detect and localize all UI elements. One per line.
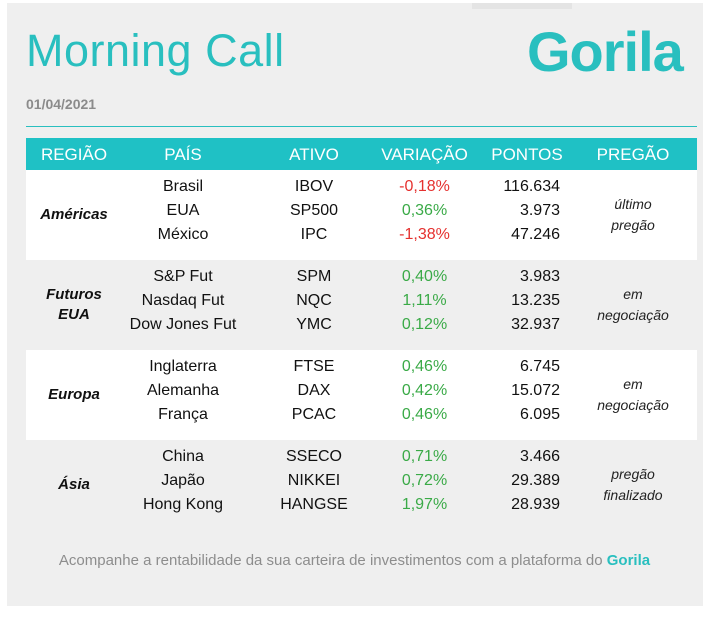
variation-cell: -0,18% (399, 178, 450, 195)
table-header: REGIÃO PAÍS ATIVO VARIAÇÃO PONTOS PREGÃO (26, 138, 697, 170)
col-header-points: PONTOS (491, 145, 563, 164)
table-row: Inglaterra FTSE 0,46% 6.745 (26, 358, 697, 382)
country-cell: Alemanha (146, 382, 220, 399)
report-date: 01/04/2021 (26, 96, 97, 112)
table-row: Nasdaq Fut NQC 1,11% 13.235 (26, 292, 697, 316)
gorila-logo: Gorila (527, 20, 684, 83)
region-group: Futuros EUA S&P Fut SPM 0,40% 3.983 Nasdaq Fu… (26, 260, 697, 350)
morning-call-card: Morning Call Gorila 01/04/2021 REGIÃO PA… (7, 3, 703, 606)
region-cell: Europa (26, 350, 122, 440)
country-cell: França (158, 406, 208, 423)
variation-cell: 0,46% (401, 358, 448, 375)
region-cell: Ásia (26, 440, 122, 530)
asset-cell: NQC (296, 292, 332, 309)
col-header-asset: ATIVO (289, 145, 339, 164)
session-status-label: em negociação (597, 286, 669, 323)
asset-cell: SSECO (285, 448, 342, 465)
table-row: México IPC -1,38% 47.246 (26, 226, 697, 250)
region-group: Ásia China SSECO 0,71% 3.466 Japão NIKKEI 0,72%… (26, 440, 697, 530)
country-cell: S&P Fut (153, 268, 213, 285)
market-table: REGIÃO PAÍS ATIVO VARIAÇÃO PONTOS PREGÃO… (26, 138, 697, 530)
asset-cell: FTSE (293, 358, 335, 375)
region-cell: Américas (26, 170, 122, 260)
col-header-variation: VARIAÇÃO (381, 145, 468, 164)
region-label: Américas (40, 206, 108, 223)
footer: Acompanhe a rentabilidade da sua carteir… (0, 552, 709, 569)
col-header-session: PREGÃO (596, 145, 670, 164)
region-cell: Futuros EUA (26, 260, 122, 350)
asset-cell: NIKKEI (287, 472, 341, 489)
table-row: Japão NIKKEI 0,72% 29.389 (26, 472, 697, 496)
region-label: Futuros EUA (46, 286, 102, 323)
country-cell: Inglaterra (149, 358, 217, 375)
table-body: Américas Brasil IBOV -0,18% 116.634 EUA SP500 0… (26, 170, 697, 530)
variation-cell: 0,40% (401, 268, 448, 285)
points-cell: 13.235 (511, 292, 560, 309)
variation-cell: -1,38% (399, 226, 450, 243)
top-tab-decoration (472, 3, 572, 9)
country-cell: Hong Kong (142, 496, 224, 513)
session-status-cell: último pregão (572, 170, 694, 260)
country-cell: Dow Jones Fut (129, 316, 237, 333)
table-row: Brasil IBOV -0,18% 116.634 (26, 178, 697, 202)
session-status-label: em negociação (597, 376, 669, 413)
session-status-cell: em negociação (572, 350, 694, 440)
country-cell: EUA (166, 202, 200, 219)
points-cell: 32.937 (511, 316, 560, 333)
asset-cell: DAX (297, 382, 331, 399)
points-cell: 3.973 (519, 202, 560, 219)
points-cell: 116.634 (503, 178, 560, 195)
country-cell: Nasdaq Fut (141, 292, 225, 309)
session-status-cell: pregão finalizado (572, 440, 694, 530)
table-row: Hong Kong HANGSE 1,97% 28.939 (26, 496, 697, 520)
asset-cell: YMC (296, 316, 332, 333)
country-cell: Brasil (162, 178, 203, 195)
variation-cell: 1,11% (402, 292, 447, 309)
col-header-country: PAÍS (164, 145, 202, 164)
table-row: EUA SP500 0,36% 3.973 (26, 202, 697, 226)
points-cell: 15.072 (511, 382, 560, 399)
asset-cell: SP500 (289, 202, 339, 219)
variation-cell: 0,46% (401, 406, 448, 423)
session-status-label: pregão finalizado (603, 466, 663, 503)
asset-cell: IBOV (294, 178, 334, 195)
country-cell: México (157, 226, 209, 243)
region-group: Europa Inglaterra FTSE 0,46% 6.745 Alemanha DA… (26, 350, 697, 440)
table-row: Dow Jones Fut YMC 0,12% 32.937 (26, 316, 697, 340)
table-row: França PCAC 0,46% 6.095 (26, 406, 697, 430)
points-cell: 29.389 (511, 472, 560, 489)
asset-cell: SPM (296, 268, 332, 285)
points-cell: 47.246 (511, 226, 560, 243)
region-label: Europa (48, 386, 100, 403)
footer-text: Acompanhe a rentabilidade da sua carteir… (58, 552, 603, 569)
country-cell: China (162, 448, 204, 465)
points-cell: 6.095 (519, 406, 560, 423)
table-row: Alemanha DAX 0,42% 15.072 (26, 382, 697, 406)
variation-cell: 0,36% (401, 202, 448, 219)
asset-cell: HANGSE (280, 496, 348, 513)
asset-cell: IPC (300, 226, 328, 243)
points-cell: 3.983 (519, 268, 560, 285)
session-status-label: último pregão (611, 196, 655, 233)
points-cell: 3.466 (519, 448, 560, 465)
asset-cell: PCAC (291, 406, 337, 423)
page-title: Morning Call (26, 25, 285, 76)
country-cell: Japão (161, 472, 205, 489)
variation-cell: 0,72% (401, 472, 448, 489)
variation-cell: 0,12% (401, 316, 448, 333)
variation-cell: 0,71% (401, 448, 448, 465)
footer-brand-link[interactable]: Gorila (606, 552, 651, 569)
region-group: Américas Brasil IBOV -0,18% 116.634 EUA SP500 0… (26, 170, 697, 260)
title-divider (26, 126, 697, 127)
points-cell: 6.745 (519, 358, 560, 375)
col-header-region: REGIÃO (40, 145, 108, 164)
table-row: China SSECO 0,71% 3.466 (26, 448, 697, 472)
session-status-cell: em negociação (572, 260, 694, 350)
region-label: Ásia (58, 476, 90, 493)
variation-cell: 1,97% (401, 496, 448, 513)
table-row: S&P Fut SPM 0,40% 3.983 (26, 268, 697, 292)
variation-cell: 0,42% (401, 382, 448, 399)
points-cell: 28.939 (511, 496, 560, 513)
